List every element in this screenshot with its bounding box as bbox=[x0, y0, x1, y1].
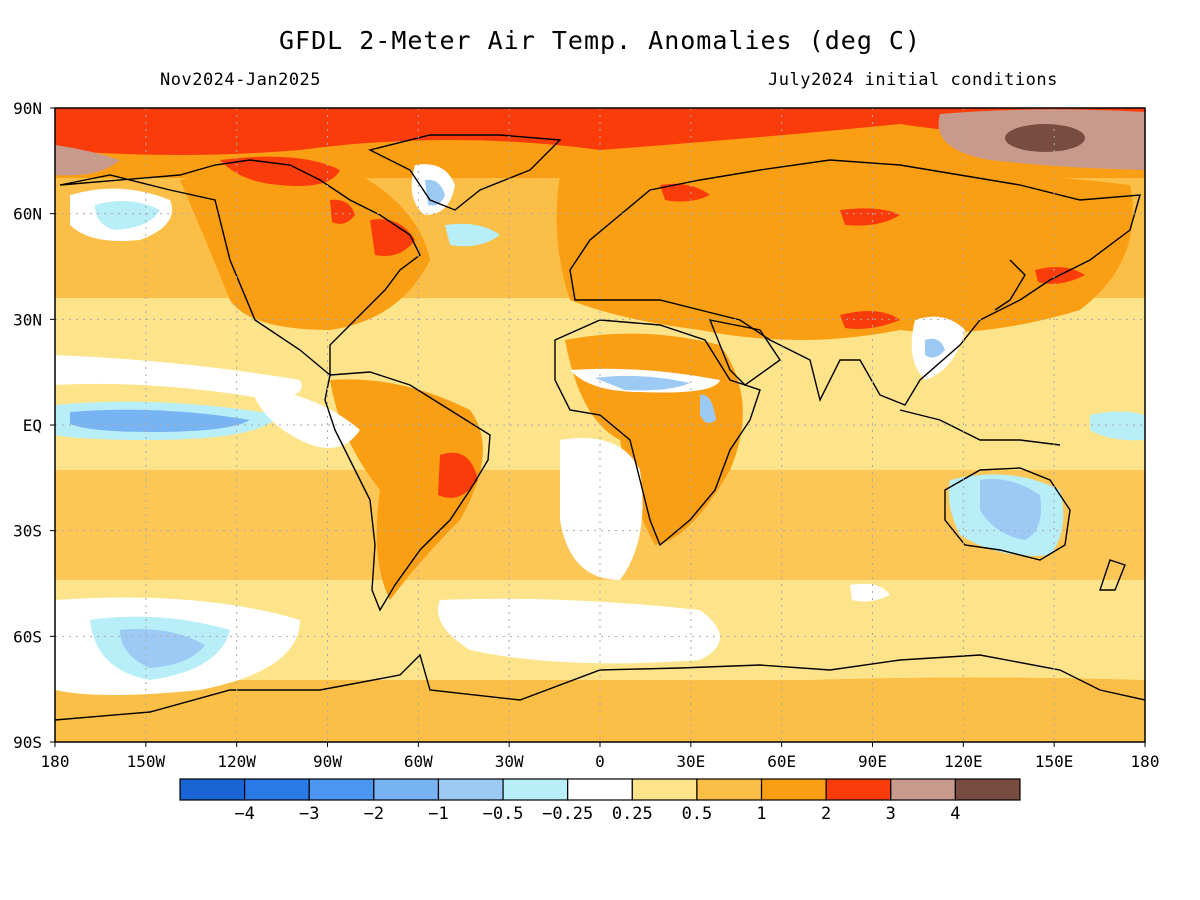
colorbar-label: −1 bbox=[428, 804, 448, 824]
colorbar-label: −4 bbox=[234, 804, 254, 824]
latitude-label: 90S bbox=[13, 733, 42, 752]
longitude-label: 60W bbox=[404, 752, 433, 771]
colorbar-swatch bbox=[502, 778, 569, 801]
longitude-label: 180 bbox=[41, 752, 70, 771]
map-title: GFDL 2-Meter Air Temp. Anomalies (deg C) bbox=[278, 26, 922, 55]
graticule bbox=[55, 108, 1145, 742]
longitude-label: 30E bbox=[676, 752, 705, 771]
initial-conditions-subtitle: July2024 initial conditions bbox=[768, 70, 1058, 90]
colorbar-label: 4 bbox=[950, 804, 960, 824]
latitude-label: EQ bbox=[23, 416, 42, 435]
longitude-label: 0 bbox=[595, 752, 605, 771]
colorbar-swatch bbox=[244, 778, 310, 801]
colorbar-swatch bbox=[954, 778, 1021, 801]
longitude-label: 120E bbox=[944, 752, 983, 771]
season-subtitle: Nov2024-Jan2025 bbox=[160, 70, 322, 90]
colorbar-label: 2 bbox=[821, 804, 831, 824]
latitude-label: 90N bbox=[13, 99, 42, 118]
colorbar bbox=[179, 778, 1021, 801]
latitude-label: 30S bbox=[13, 522, 42, 541]
colorbar-swatch bbox=[179, 778, 246, 801]
colorbar-label: −2 bbox=[364, 804, 384, 824]
longitude-label: 60E bbox=[767, 752, 796, 771]
colorbar-swatch bbox=[308, 778, 375, 801]
latitude-label: 60S bbox=[13, 627, 42, 646]
colorbar-label: −0.25 bbox=[542, 804, 593, 824]
longitude-label: 180 bbox=[1131, 752, 1160, 771]
colorbar-label: 0.25 bbox=[612, 804, 653, 824]
colorbar-label: 0.5 bbox=[682, 804, 713, 824]
latitude-labels: 90N 60N 30N EQ 30S 60S 90S bbox=[13, 99, 55, 752]
longitude-label: 150E bbox=[1035, 752, 1074, 771]
latitude-label: 30N bbox=[13, 310, 42, 329]
longitude-label: 150W bbox=[127, 752, 166, 771]
latitude-label: 60N bbox=[13, 205, 42, 224]
colorbar-labels: −4 −3 −2 −1 −0.5 −0.25 0.25 0.5 1 2 3 4 bbox=[234, 804, 960, 824]
longitude-labels: 180 150W 120W 90W 60W 30W 0 30E 60E 90E 120E 150E 18… bbox=[41, 742, 1160, 771]
colorbar-label: −3 bbox=[299, 804, 319, 824]
colorbar-swatch bbox=[437, 778, 504, 801]
colorbar-label: −0.5 bbox=[483, 804, 524, 824]
colorbar-label: 1 bbox=[756, 804, 766, 824]
colorbar-swatch bbox=[631, 778, 698, 801]
colorbar-swatch bbox=[760, 778, 827, 801]
longitude-label: 90W bbox=[313, 752, 342, 771]
colorbar-label: 3 bbox=[886, 804, 896, 824]
colorbar-swatch bbox=[890, 778, 956, 801]
colorbar-swatch bbox=[567, 778, 633, 801]
colorbar-swatch bbox=[825, 778, 892, 801]
longitude-label: 30W bbox=[495, 752, 524, 771]
colorbar-swatch bbox=[696, 778, 763, 801]
colorbar-swatch bbox=[373, 778, 440, 801]
longitude-label: 90E bbox=[858, 752, 887, 771]
longitude-label: 120W bbox=[217, 752, 256, 771]
